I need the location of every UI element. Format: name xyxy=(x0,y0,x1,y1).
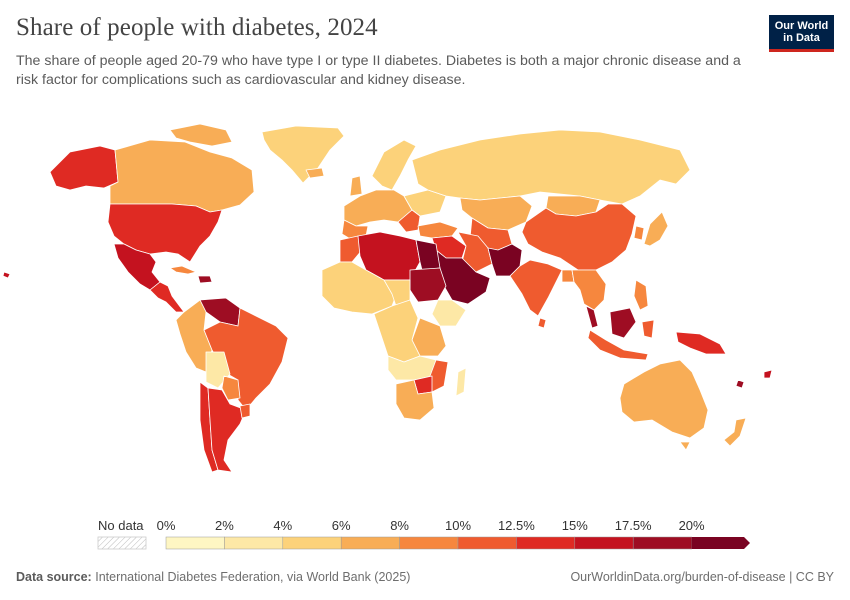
region-new-guinea[interactable] xyxy=(675,331,727,355)
region-sudan[interactable] xyxy=(409,267,447,303)
region-madagascar[interactable] xyxy=(455,367,467,397)
region-central-africa[interactable] xyxy=(373,299,421,363)
legend-tick-label: 6% xyxy=(332,518,351,533)
region-mexico[interactable] xyxy=(113,243,161,291)
region-central-america[interactable] xyxy=(149,281,185,313)
region-uruguay[interactable] xyxy=(239,403,251,419)
legend-swatch xyxy=(340,536,400,550)
region-arctic-islands[interactable] xyxy=(169,123,233,147)
legend-no-data-label: No data xyxy=(98,518,144,533)
legend-swatch xyxy=(516,536,576,550)
region-tasmania[interactable] xyxy=(679,441,691,451)
region-pacific-islands-2[interactable] xyxy=(763,369,773,379)
legend-swatch xyxy=(691,537,750,549)
legend-tick-label: 0% xyxy=(157,518,176,533)
legend-no-data-swatch xyxy=(97,536,147,550)
region-russia[interactable] xyxy=(411,129,691,205)
region-sri-lanka[interactable] xyxy=(537,317,547,329)
region-pacific-islands[interactable] xyxy=(735,379,745,389)
footer-source: Data source: International Diabetes Fede… xyxy=(16,570,410,584)
region-ethiopia-horn[interactable] xyxy=(431,299,467,327)
chart-subtitle: The share of people aged 20-79 who have … xyxy=(16,53,741,88)
chart-title: Share of people with diabetes, 2024 xyxy=(16,14,378,41)
region-morocco[interactable] xyxy=(339,235,363,263)
region-sulawesi[interactable] xyxy=(641,319,655,339)
region-indochina[interactable] xyxy=(571,269,607,311)
region-china[interactable] xyxy=(521,203,637,271)
region-borneo[interactable] xyxy=(609,307,637,339)
source-label: Data source: xyxy=(16,570,92,584)
region-hawaii[interactable] xyxy=(2,271,11,279)
legend-tick-label: 17.5% xyxy=(615,518,652,533)
region-iceland[interactable] xyxy=(305,167,325,179)
region-alaska[interactable] xyxy=(49,145,119,191)
region-sumatra-java[interactable] xyxy=(587,329,649,361)
legend-swatch xyxy=(282,536,342,550)
region-australia[interactable] xyxy=(619,359,709,439)
region-hispaniola[interactable] xyxy=(197,275,213,284)
region-south-africa[interactable] xyxy=(395,379,435,421)
source-text: International Diabetes Federation, via W… xyxy=(95,570,411,584)
region-malay-peninsula[interactable] xyxy=(585,305,599,329)
region-usa[interactable] xyxy=(107,203,223,263)
legend-swatch xyxy=(457,536,517,550)
region-india[interactable] xyxy=(509,259,563,317)
region-canada[interactable] xyxy=(109,139,255,213)
region-greenland[interactable] xyxy=(261,125,345,184)
owid-logo[interactable]: Our World in Data xyxy=(769,15,834,52)
legend-tick-label: 8% xyxy=(390,518,409,533)
region-philippines[interactable] xyxy=(633,279,649,311)
region-cuba[interactable] xyxy=(169,265,197,275)
legend-tick-label: 4% xyxy=(273,518,292,533)
region-egypt[interactable] xyxy=(415,239,441,271)
region-uk[interactable] xyxy=(349,175,363,197)
legend-tick-label: 15% xyxy=(562,518,588,533)
legend-swatch xyxy=(399,536,459,550)
region-balkans[interactable] xyxy=(397,209,421,233)
legend-swatch xyxy=(165,536,225,550)
region-paraguay[interactable] xyxy=(221,375,241,401)
footer-url[interactable]: OurWorldinData.org/burden-of-disease | C… xyxy=(570,570,834,584)
region-new-zealand[interactable] xyxy=(723,417,747,447)
region-korea[interactable] xyxy=(633,225,645,241)
legend-tick-label: 20% xyxy=(679,518,705,533)
legend-color-scale xyxy=(165,536,750,550)
region-japan[interactable] xyxy=(643,211,669,247)
region-scandinavia[interactable] xyxy=(371,139,417,191)
region-kazakhstan[interactable] xyxy=(459,195,533,231)
legend-swatch xyxy=(632,536,692,550)
logo-line-2: in Data xyxy=(783,32,820,44)
legend-swatch xyxy=(574,536,634,550)
legend-tick-label: 2% xyxy=(215,518,234,533)
legend-tick-labels: 0% 2% 4% 6% 8% 10% 12.5% 15% 17.5% 20% xyxy=(157,518,705,533)
legend-tick-label: 10% xyxy=(445,518,471,533)
logo-line-1: Our World xyxy=(774,20,829,32)
legend-swatch xyxy=(224,536,284,550)
region-turkey[interactable] xyxy=(417,221,459,239)
region-argentina[interactable] xyxy=(207,387,247,473)
world-map xyxy=(2,123,773,473)
legend-tick-label: 12.5% xyxy=(498,518,535,533)
legend: No data 0% 2% 4% 6% 8% 10% 12.5% 15% 17.5% 20% xyxy=(97,518,750,550)
region-mozambique[interactable] xyxy=(429,359,449,393)
